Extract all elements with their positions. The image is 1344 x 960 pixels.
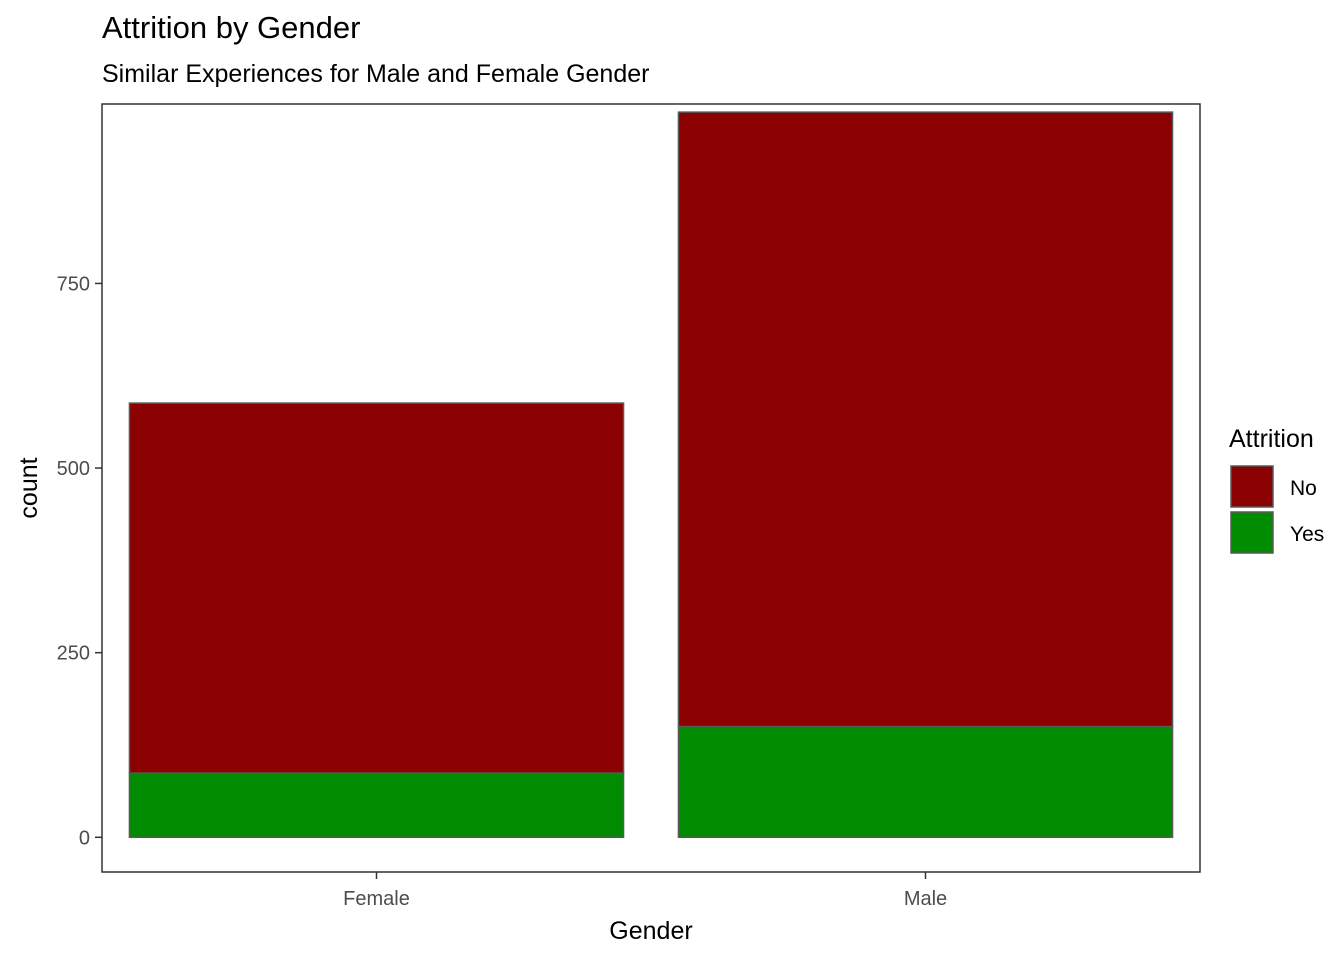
legend-label-no: No (1290, 477, 1317, 500)
legend-label-yes: Yes (1290, 523, 1324, 546)
legend-key-no (1230, 465, 1274, 508)
chart-title: Attrition by Gender (102, 10, 361, 45)
x-tick-label: Female (343, 888, 410, 910)
chart-subtitle: Similar Experiences for Male and Female … (102, 60, 650, 88)
legend-key-yes (1230, 511, 1274, 554)
x-axis-title: Gender (609, 917, 692, 945)
y-tick-label: 250 (57, 643, 90, 665)
bars-group (128, 111, 1174, 839)
bar-female-yes (128, 772, 625, 839)
y-tick-label: 750 (57, 273, 90, 295)
x-axis: Female Male (343, 872, 947, 910)
legend-title: Attrition (1229, 425, 1314, 453)
x-tick-label: Male (904, 888, 947, 910)
legend: Attrition No Yes (1229, 425, 1324, 554)
y-tick-label: 0 (79, 827, 90, 849)
bar-male-no (677, 111, 1174, 728)
bar-female-no (128, 402, 625, 774)
y-tick-label: 500 (57, 458, 90, 480)
y-axis-title: count (15, 457, 43, 518)
y-axis: 0 250 500 750 (57, 273, 102, 849)
bar-male-yes (677, 725, 1174, 839)
